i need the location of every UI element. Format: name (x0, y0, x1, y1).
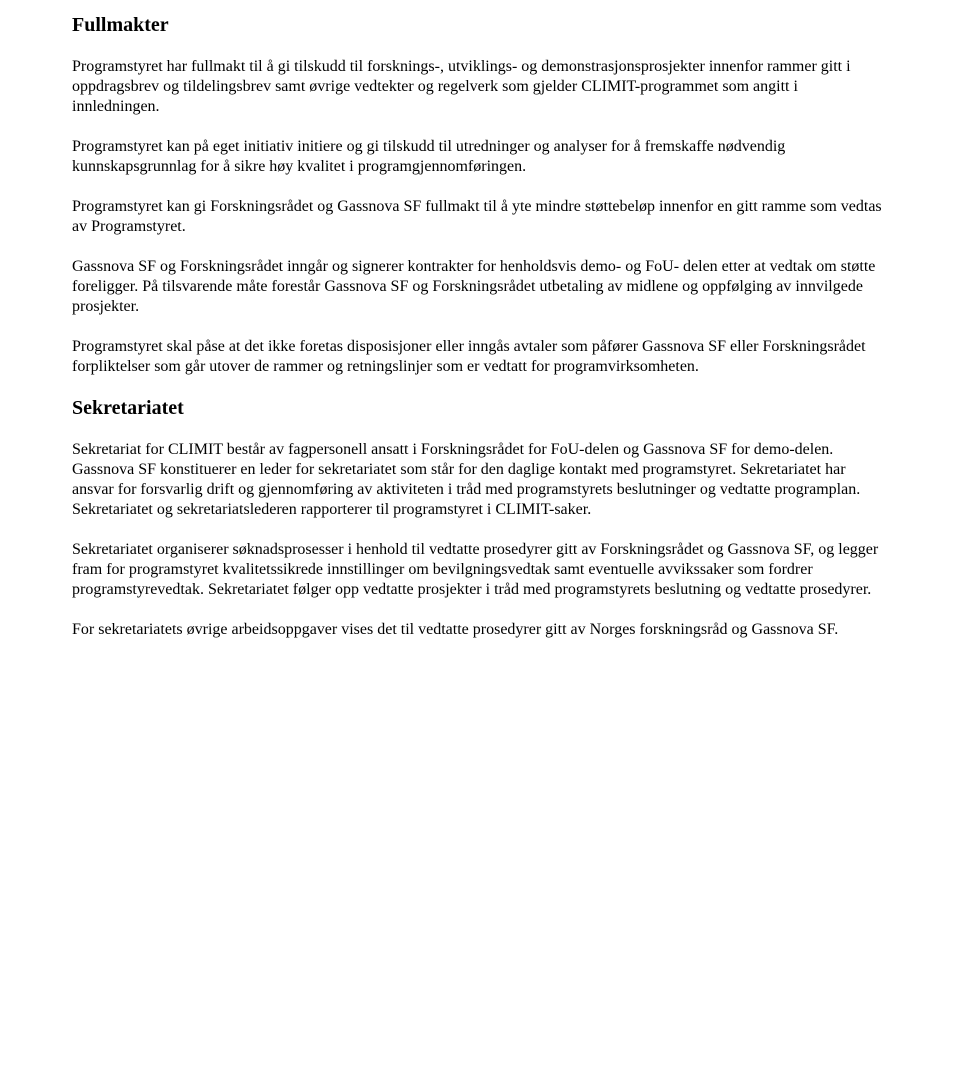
paragraph: Programstyret kan gi Forskningsrådet og … (72, 197, 888, 237)
paragraph: Programstyret kan på eget initiativ init… (72, 137, 888, 177)
paragraph: For sekretariatets øvrige arbeidsoppgave… (72, 620, 888, 640)
paragraph: Gassnova SF og Forskningsrådet inngår og… (72, 257, 888, 317)
paragraph: Programstyret skal påse at det ikke fore… (72, 337, 888, 377)
paragraph: Sekretariatet organiserer søknadsprosess… (72, 540, 888, 600)
paragraph: Programstyret har fullmakt til å gi tils… (72, 57, 888, 117)
paragraph: Sekretariat for CLIMIT består av fagpers… (72, 440, 888, 520)
section-heading-sekretariatet: Sekretariatet (72, 397, 888, 420)
document-page: Fullmakter Programstyret har fullmakt ti… (0, 0, 960, 680)
section-heading-fullmakter: Fullmakter (72, 14, 888, 37)
